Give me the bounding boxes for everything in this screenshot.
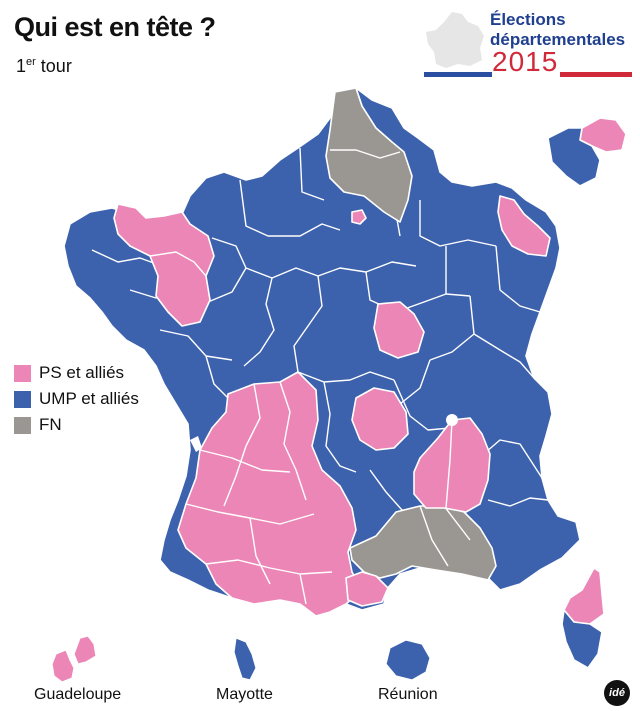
region-ps-paris (351, 209, 367, 225)
region-ps-pyrenees (345, 571, 389, 607)
label-reunion: Réunion (378, 686, 438, 703)
legend-item-ps: PS et alliés (14, 360, 139, 386)
region-corsica-south (561, 609, 603, 669)
tricolor-stripe (424, 72, 632, 77)
region-ump-northeast-island (547, 127, 601, 187)
france-silhouette-icon (426, 12, 484, 68)
elections-logo: Élections départementales 2015 (422, 6, 632, 82)
region-mayotte (233, 637, 257, 681)
ide-credit-logo: idé (604, 680, 630, 706)
region-guadeloupe (51, 635, 97, 683)
subtitle-number: 1 (16, 56, 27, 76)
subtitle-superscript: er (26, 56, 36, 68)
region-ps-auvergne (351, 387, 409, 451)
legend-swatch-fn (14, 416, 31, 434)
legend-swatch-ps (14, 364, 31, 382)
legend-label-ump: UMP et alliés (39, 389, 139, 408)
legend-swatch-ump (14, 390, 31, 408)
region-ps-lorraine (497, 195, 551, 257)
page-title: Qui est en tête ? (14, 12, 216, 42)
page-subtitle: 1er tour (16, 56, 72, 77)
region-reunion (385, 639, 431, 681)
stripe-red (560, 72, 632, 77)
subtitle-suffix: tour (35, 56, 72, 76)
stripe-white (492, 72, 560, 77)
region-ps-west (113, 203, 215, 327)
logo-line-2: départementales (490, 30, 626, 49)
logo-year: 2015 (492, 46, 559, 77)
region-ps-centre (373, 301, 425, 359)
label-guadeloupe: Guadeloupe (34, 686, 122, 703)
label-mayotte: Mayotte (216, 686, 273, 703)
legend-label-ps: PS et alliés (39, 363, 125, 382)
region-corsica-north (563, 567, 605, 625)
legend-item-fn: FN (14, 412, 139, 438)
stripe-blue (424, 72, 492, 77)
legend: PS et alliés UMP et alliés FN (14, 360, 139, 438)
legend-item-ump: UMP et alliés (14, 386, 139, 412)
logo-line-1: Élections (490, 10, 566, 29)
legend-label-fn: FN (39, 415, 62, 434)
